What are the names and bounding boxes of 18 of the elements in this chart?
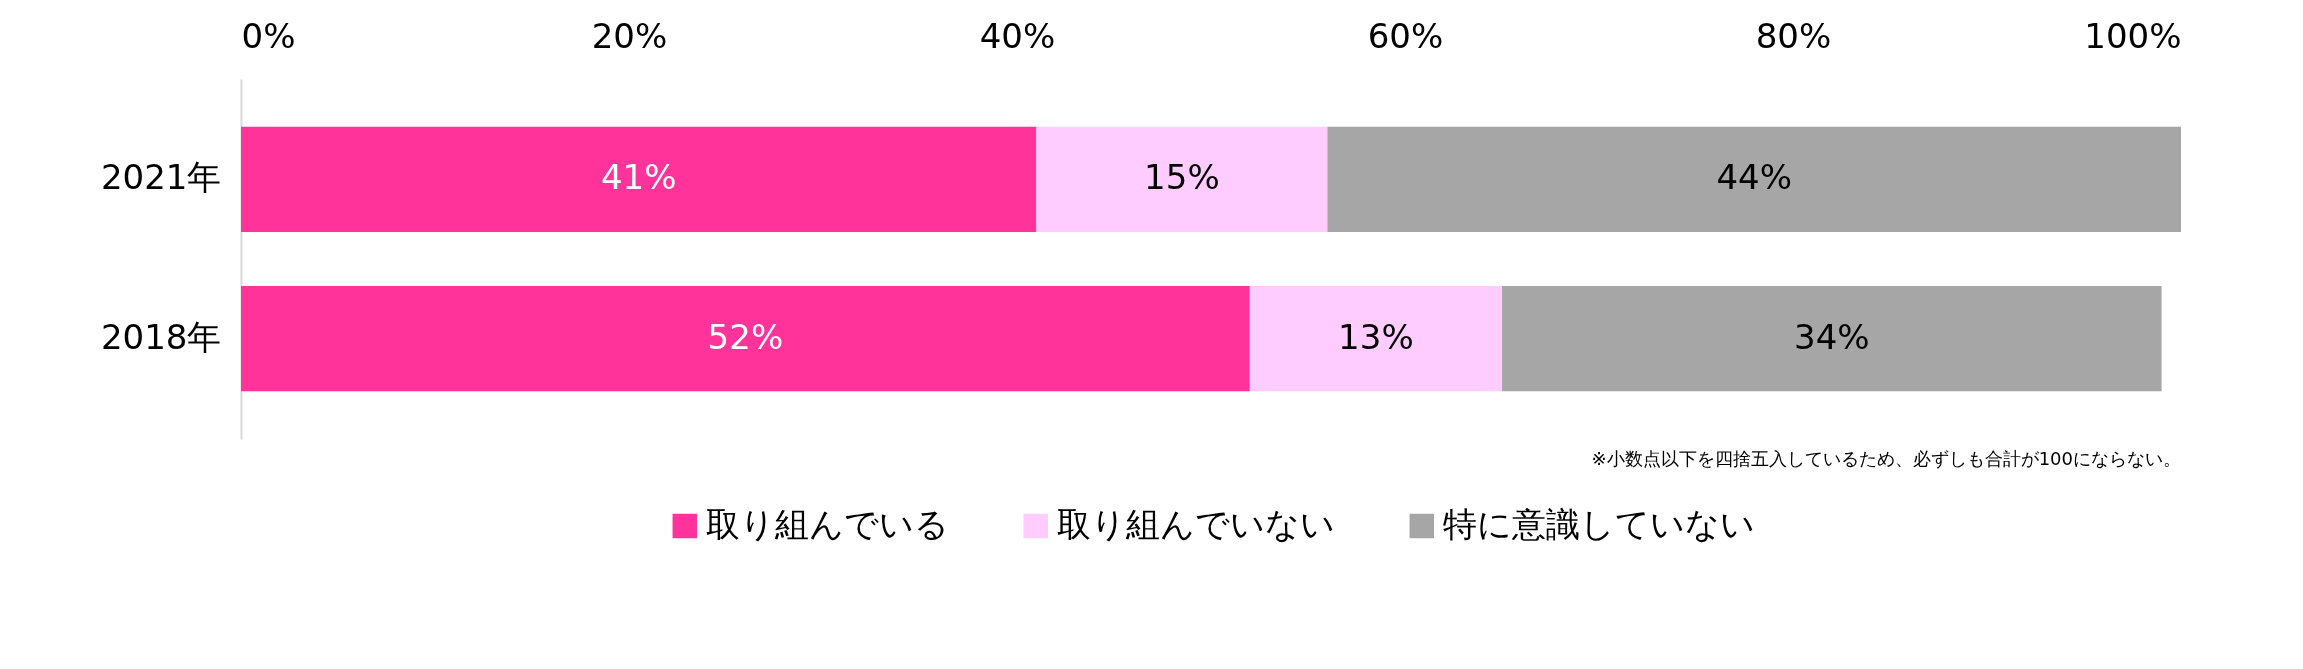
text: ※小数点以下を四捨五入しているため、必ずしも合計が100にならない。 bbox=[1591, 448, 2181, 469]
x-tick-label: 60% bbox=[1367, 15, 1444, 56]
data-label: 15% bbox=[1144, 157, 1220, 198]
data-label: 41% bbox=[600, 157, 677, 198]
x-tick-label: 40% bbox=[979, 15, 1056, 56]
legend-label: 取り組んでいない bbox=[1056, 504, 1335, 544]
x-tick-label: 100% bbox=[2084, 15, 2182, 56]
data-label: 34% bbox=[1794, 316, 1870, 357]
y-tick-label: 2018年 bbox=[100, 316, 222, 357]
legend-label: 取り組んでいる bbox=[705, 504, 949, 544]
x-tick-label: 80% bbox=[1755, 15, 1832, 56]
data-label: 13% bbox=[1338, 316, 1414, 357]
data-label: 44% bbox=[1716, 157, 1792, 198]
data-label: 52% bbox=[707, 316, 784, 357]
y-tick-label: 2021年 bbox=[100, 157, 222, 198]
legend-label: 特に意識していない bbox=[1442, 504, 1755, 544]
x-tick-label: 0% bbox=[241, 15, 296, 56]
x-tick-label: 20% bbox=[591, 15, 668, 56]
